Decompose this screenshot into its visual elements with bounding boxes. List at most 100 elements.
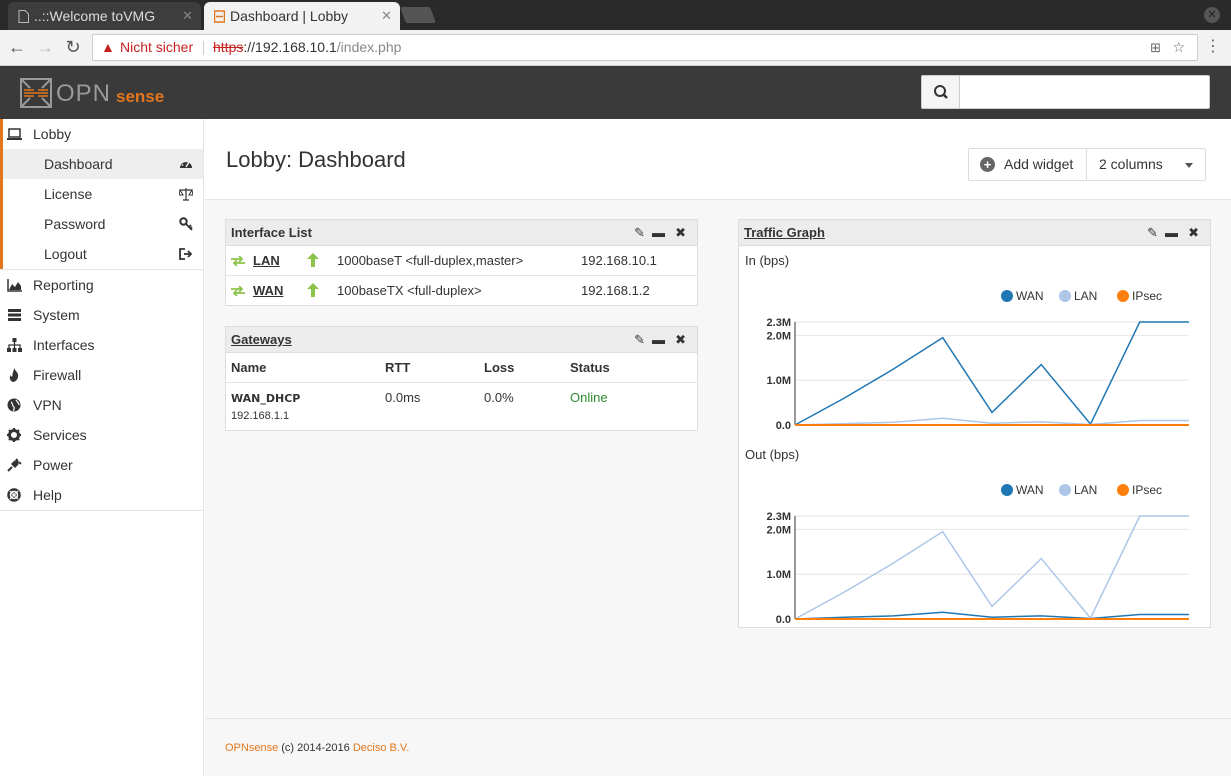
sidebar-item-label: Lobby xyxy=(33,126,72,142)
interface-name-link[interactable]: LAN xyxy=(253,253,280,268)
interface-ip: 192.168.10.1 xyxy=(581,253,657,268)
divider xyxy=(203,41,204,55)
sidebar-item-logout[interactable]: Logout xyxy=(0,239,203,269)
close-icon[interactable]: ✕ xyxy=(381,8,392,23)
sidebar-item-firewall[interactable]: Firewall xyxy=(0,360,203,390)
caret-down-icon xyxy=(1185,163,1193,168)
series-line-wan xyxy=(794,321,1189,426)
minimize-icon[interactable]: ▬ xyxy=(1165,225,1178,240)
legend-swatch-ipsec xyxy=(1117,290,1129,302)
plug-icon xyxy=(7,458,22,472)
search-input[interactable] xyxy=(961,76,1208,108)
legend-label-ipsec: IPsec xyxy=(1132,483,1162,497)
traffic-out-chart: 0.0 1.0M 2.0M2.3M WAN LAN IPsec xyxy=(767,483,1189,626)
y-tick-label: 2.0M xyxy=(767,524,791,536)
sidebar-item-system[interactable]: System xyxy=(0,300,203,330)
legend-swatch-ipsec xyxy=(1117,484,1129,496)
sidebar-item-label: Interfaces xyxy=(33,337,95,353)
widget-title[interactable]: Traffic Graph xyxy=(744,225,825,240)
sidebar-item-power[interactable]: Power xyxy=(0,450,203,480)
legend-swatch-wan xyxy=(1001,290,1013,302)
warning-icon[interactable]: ▲ xyxy=(101,39,115,55)
life-ring-icon xyxy=(7,488,21,502)
legend-swatch-lan xyxy=(1059,484,1071,496)
sidebar-item-dashboard[interactable]: Dashboard xyxy=(0,149,203,179)
traffic-graph-widget: Traffic Graph ✎ ▬ ✖ In (bps) 0.0 1.0M 2.0M… xyxy=(738,219,1211,628)
sidebar-item-label: Logout xyxy=(44,246,87,262)
sidebar-item-vpn[interactable]: VPN xyxy=(0,390,203,420)
legend-label-lan: LAN xyxy=(1074,483,1097,497)
interface-name-link[interactable]: WAN xyxy=(253,283,284,298)
y-tick-label: 0.0 xyxy=(776,614,791,626)
interface-media: 100baseTX <full-duplex> xyxy=(337,283,482,298)
browser-menu-icon[interactable]: ⋮ xyxy=(1205,38,1221,55)
interface-ip: 192.168.1.2 xyxy=(581,283,650,298)
sidebar-item-label: VPN xyxy=(33,397,62,413)
sign-out-icon xyxy=(179,248,193,260)
legend-label-wan: WAN xyxy=(1016,289,1044,303)
logo-text-opn: OPN xyxy=(56,80,112,107)
browser-tab-welcome[interactable]: ..::Welcome toVMG ✕ xyxy=(8,2,201,30)
new-tab-button[interactable] xyxy=(400,7,436,23)
tab-title: ..::Welcome toVMG xyxy=(34,8,156,24)
sidebar-item-reporting[interactable]: Reporting xyxy=(0,270,203,300)
bookmark-star-icon[interactable]: ☆ xyxy=(1172,39,1185,55)
arrow-up-icon xyxy=(307,253,319,267)
opnsense-favicon-icon xyxy=(214,10,225,23)
forward-arrow-icon[interactable]: → xyxy=(36,37,54,57)
pencil-icon[interactable]: ✎ xyxy=(634,332,645,347)
sidebar-item-label: Dashboard xyxy=(44,156,113,172)
legend-label-lan: LAN xyxy=(1074,289,1097,303)
sidebar-item-interfaces[interactable]: Interfaces xyxy=(0,330,203,360)
minimize-icon[interactable]: ▬ xyxy=(652,332,665,347)
server-icon xyxy=(8,309,21,321)
main-content: Lobby: Dashboard + Add widget 2 columns … xyxy=(205,119,1231,776)
footer-brand-link[interactable]: OPNsense xyxy=(225,742,279,754)
minimize-icon[interactable]: ▬ xyxy=(652,225,665,240)
close-icon[interactable]: ✖ xyxy=(675,332,686,347)
widget-title[interactable]: Gateways xyxy=(231,332,292,347)
address-bar[interactable]: ▲ Nicht sicher https://192.168.10.1/inde… xyxy=(92,34,1198,61)
browser-tab-dashboard[interactable]: Dashboard | Lobby ✕ xyxy=(204,2,400,30)
browser-tab-bar: ..::Welcome toVMG ✕ Dashboard | Lobby ✕ … xyxy=(0,0,1231,30)
close-icon[interactable]: ✕ xyxy=(182,8,193,23)
logo-text-sense: sense xyxy=(116,87,165,106)
gateway-loss: 0.0% xyxy=(484,390,514,405)
balance-scale-icon xyxy=(179,188,193,201)
area-chart-icon xyxy=(7,279,22,292)
footer-company-link[interactable]: Deciso B.V. xyxy=(352,742,410,754)
sidebar-item-lobby[interactable]: Lobby xyxy=(0,119,203,149)
url-text[interactable]: https://192.168.10.1/index.php xyxy=(213,35,401,60)
columns-select[interactable]: 2 columns xyxy=(1086,148,1206,181)
fire-icon xyxy=(9,368,19,382)
sidebar-item-license[interactable]: License xyxy=(0,179,203,209)
window-close-icon[interactable]: ✕ xyxy=(1204,7,1220,23)
sidebar-item-services[interactable]: Services xyxy=(0,420,203,450)
interface-row: LAN 1000baseT <full-duplex,master> 192.1… xyxy=(226,246,697,276)
reload-icon[interactable]: ↻ xyxy=(65,37,81,57)
chart-in-label: In (bps) xyxy=(745,253,790,268)
legend-label-wan: WAN xyxy=(1016,483,1044,497)
close-icon[interactable]: ✖ xyxy=(675,225,686,240)
y-tick-label: 2.3M xyxy=(767,511,791,523)
url-protocol: https xyxy=(213,39,244,55)
table-row: WAN_DHCP 192.168.1.1 0.0ms 0.0% Online xyxy=(226,383,697,430)
sidebar-item-password[interactable]: Password xyxy=(0,209,203,239)
search-button[interactable] xyxy=(922,76,960,108)
back-arrow-icon[interactable]: ← xyxy=(8,37,26,57)
pencil-icon[interactable]: ✎ xyxy=(634,225,645,240)
interface-media: 1000baseT <full-duplex,master> xyxy=(337,253,524,268)
gateway-status: Online xyxy=(570,390,608,405)
logo-mark-icon xyxy=(20,78,52,108)
close-icon[interactable]: ✖ xyxy=(1188,225,1199,240)
translate-icon[interactable]: ⊞ xyxy=(1150,40,1161,55)
y-tick-label: 1.0M xyxy=(767,375,791,387)
legend-swatch-wan xyxy=(1001,484,1013,496)
pencil-icon[interactable]: ✎ xyxy=(1147,225,1158,240)
security-label[interactable]: Nicht sicher xyxy=(120,39,194,55)
sidebar-item-help[interactable]: Help xyxy=(0,480,203,510)
plus-circle-icon: + xyxy=(980,157,995,172)
y-tick-label: 2.3M xyxy=(767,317,791,329)
dashboard-icon xyxy=(180,160,192,168)
add-widget-button[interactable]: + Add widget xyxy=(968,148,1088,181)
